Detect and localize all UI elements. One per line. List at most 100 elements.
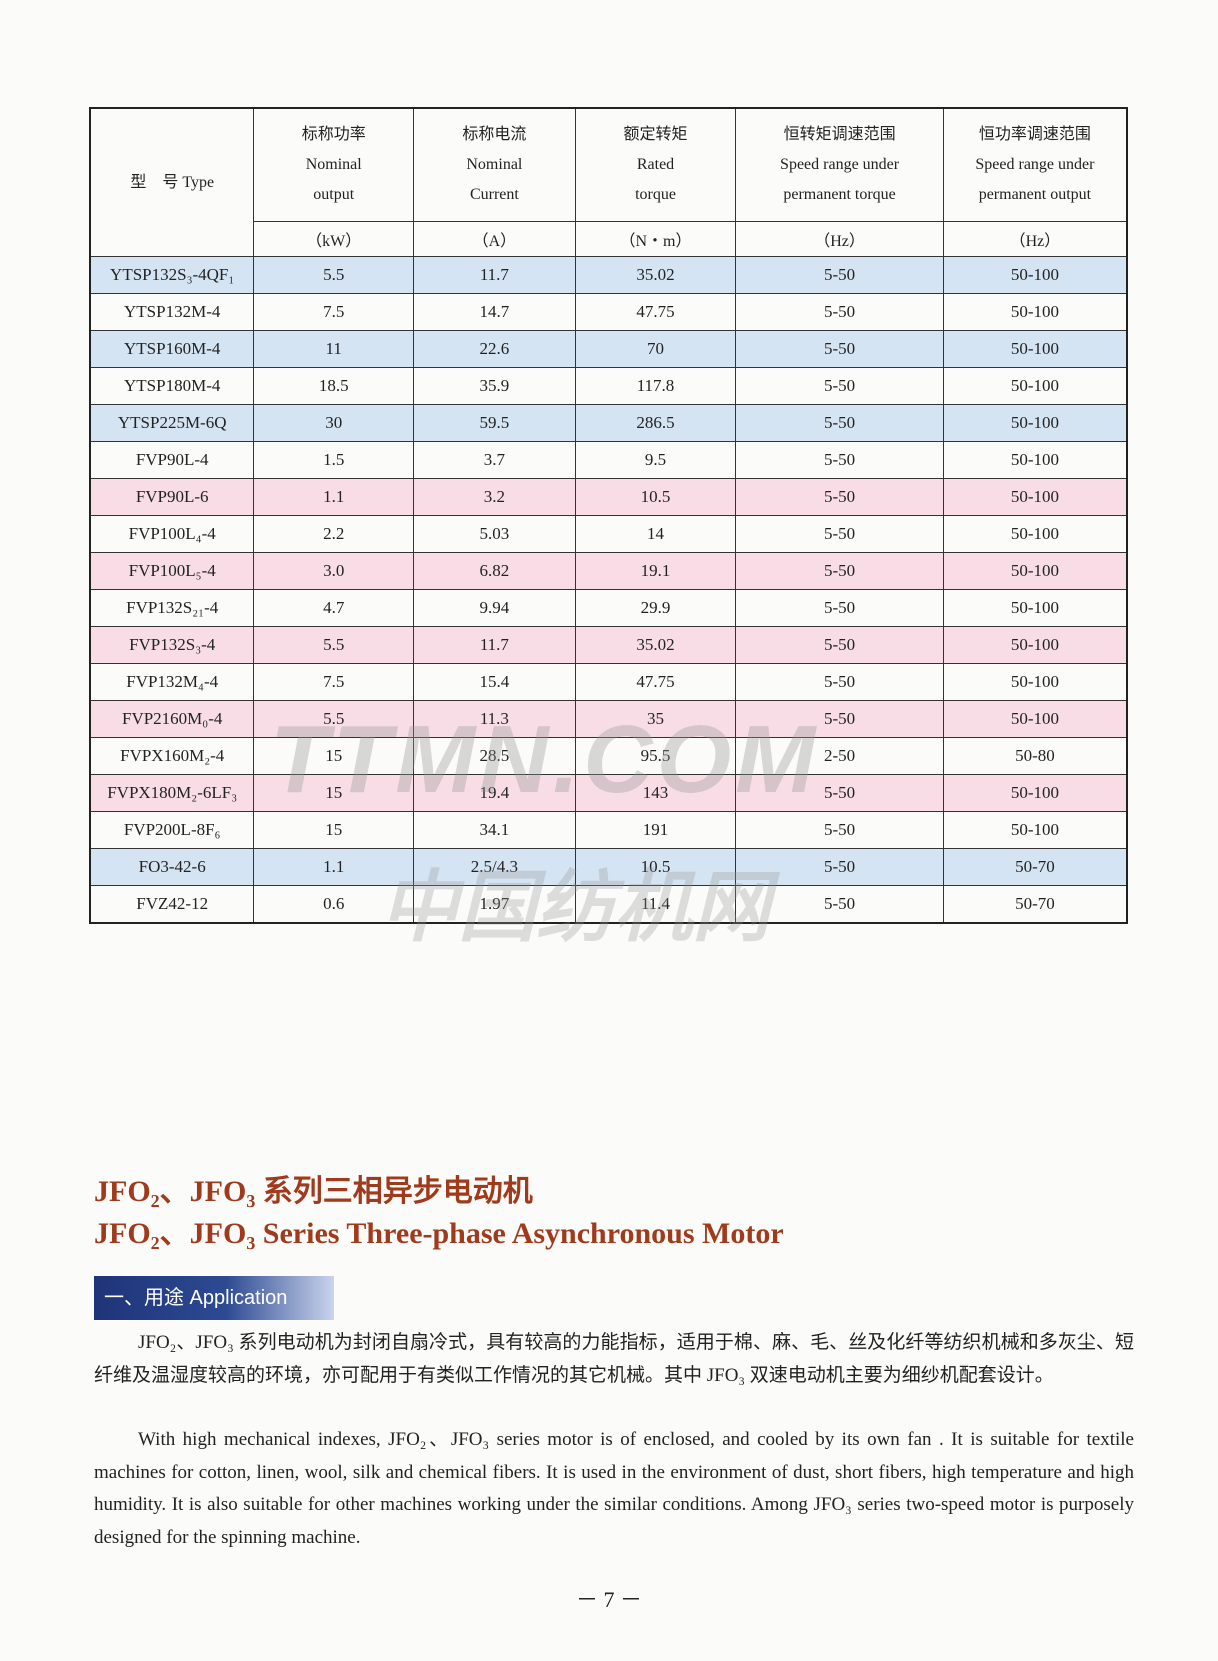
cell-torque: 117.8 xyxy=(574,367,737,405)
cell-type: FVP132S₃-4 xyxy=(89,626,255,664)
cell-type: YTSP160M-4 xyxy=(89,330,255,368)
cell-torque: 191 xyxy=(574,811,737,849)
cell-cp: 50-100 xyxy=(942,552,1128,590)
cell-type: FVP100L₄-4 xyxy=(89,515,255,553)
cell-output: 15 xyxy=(253,811,415,849)
cell-ct: 5-50 xyxy=(735,700,944,738)
cell-type: FVP90L-4 xyxy=(89,441,255,479)
cell-torque: 286.5 xyxy=(574,404,737,442)
cell-current: 9.94 xyxy=(413,589,576,627)
cell-type: FVP2160M₀-4 xyxy=(89,700,255,738)
cell-output: 3.0 xyxy=(253,552,415,590)
cell-current: 11.3 xyxy=(413,700,576,738)
application-banner: 一、用途 Application xyxy=(94,1276,334,1320)
cell-ct: 5-50 xyxy=(735,367,944,405)
cell-torque: 19.1 xyxy=(574,552,737,590)
cell-ct: 5-50 xyxy=(735,256,944,294)
header-const-output-range: 恒功率调速范围 Speed range under permanent output xyxy=(942,107,1128,222)
paragraph-en: With high mechanical indexes, JFO₂、JFO₃ … xyxy=(94,1429,1134,1548)
cell-torque: 47.75 xyxy=(574,293,737,331)
cell-output: 2.2 xyxy=(253,515,415,553)
watermark-logo-zh: 中国纺机网 xyxy=(380,863,771,953)
cell-type: FVP100L₅-4 xyxy=(89,552,255,590)
cell-output: 18.5 xyxy=(253,367,415,405)
cell-output: 7.5 xyxy=(253,663,415,701)
cell-ct: 5-50 xyxy=(735,626,944,664)
section-title-en: JFO₂、JFO₃ Series Three-phase Asynchronou… xyxy=(94,1217,784,1250)
cell-output: 5.5 xyxy=(253,256,415,294)
cell-type: YTSP225M-6Q xyxy=(89,404,255,442)
cell-cp: 50-70 xyxy=(942,885,1128,924)
cell-output: 7.5 xyxy=(253,293,415,331)
cell-cp: 50-100 xyxy=(942,441,1128,479)
cell-current: 28.5 xyxy=(413,737,576,775)
table-row: FVP132M₄-4 7.5 15.4 47.75 5-50 50-100 xyxy=(89,663,1128,701)
cell-current: 6.82 xyxy=(413,552,576,590)
cell-type: YTSP180M-4 xyxy=(89,367,255,405)
cell-ct: 5-50 xyxy=(735,811,944,849)
table-row: YTSP225M-6Q 30 59.5 286.5 5-50 50-100 xyxy=(89,404,1128,442)
cell-ct: 5-50 xyxy=(735,552,944,590)
cell-ct: 5-50 xyxy=(735,774,944,812)
cell-current: 59.5 xyxy=(413,404,576,442)
cell-current: 5.03 xyxy=(413,515,576,553)
table-row: FVP90L-4 1.5 3.7 9.5 5-50 50-100 xyxy=(89,441,1128,479)
cell-output: 5.5 xyxy=(253,700,415,738)
cell-ct: 5-50 xyxy=(735,589,944,627)
cell-torque: 143 xyxy=(574,774,737,812)
cell-ct: 5-50 xyxy=(735,663,944,701)
cell-cp: 50-80 xyxy=(942,737,1128,775)
cell-torque: 35.02 xyxy=(574,626,737,664)
cell-current: 35.9 xyxy=(413,367,576,405)
table-row: FVP200L-8F₆ 15 34.1 191 5-50 50-100 xyxy=(89,811,1128,849)
cell-cp: 50-100 xyxy=(942,256,1128,294)
cell-ct: 5-50 xyxy=(735,293,944,331)
table-row: YTSP180M-4 18.5 35.9 117.8 5-50 50-100 xyxy=(89,367,1128,405)
table-row: FVZ42-12 0.6 1.97 11.4 5-50 50-70 xyxy=(89,885,1128,924)
cell-type: YTSP132M-4 xyxy=(89,293,255,331)
cell-cp: 50-100 xyxy=(942,478,1128,516)
table-row: FVP132S₂₁-4 4.7 9.94 29.9 5-50 50-100 xyxy=(89,589,1128,627)
header-torque: 额定转矩 Rated torque xyxy=(574,107,737,222)
header-const-torque-range: 恒转矩调速范围 Speed range under permanent torque xyxy=(735,107,944,222)
cell-cp: 50-100 xyxy=(942,774,1128,812)
header-output: 标称功率 Nominal output xyxy=(253,107,415,222)
cell-torque: 9.5 xyxy=(574,441,737,479)
cell-output: 11 xyxy=(253,330,415,368)
table-row: FO3-42-6 1.1 2.5/4.3 10.5 5-50 50-70 xyxy=(89,848,1128,886)
cell-ct: 5-50 xyxy=(735,478,944,516)
cell-torque: 95.5 xyxy=(574,737,737,775)
cell-output: 30 xyxy=(253,404,415,442)
cell-type: FVP132S₂₁-4 xyxy=(89,589,255,627)
header-current: 标称电流 Nominal Current xyxy=(413,107,576,222)
cell-current: 3.7 xyxy=(413,441,576,479)
cell-type: FVPX180M₂-6LF₃ xyxy=(89,774,255,812)
cell-type: YTSP132S₃-4QF₁ xyxy=(89,256,255,294)
motor-spec-table: 型 号 Type 标称功率 Nominal output 标称电流 Nominal Cu… xyxy=(89,107,1128,924)
cell-torque: 10.5 xyxy=(574,478,737,516)
header-type: 型 号 Type xyxy=(89,107,255,257)
table-row: YTSP132M-4 7.5 14.7 47.75 5-50 50-100 xyxy=(89,293,1128,331)
cell-ct: 5-50 xyxy=(735,848,944,886)
cell-torque: 35 xyxy=(574,700,737,738)
cell-torque: 70 xyxy=(574,330,737,368)
cell-cp: 50-100 xyxy=(942,404,1128,442)
cell-cp: 50-70 xyxy=(942,848,1128,886)
cell-torque: 35.02 xyxy=(574,256,737,294)
cell-ct: 5-50 xyxy=(735,330,944,368)
cell-ct: 5-50 xyxy=(735,404,944,442)
cell-output: 5.5 xyxy=(253,626,415,664)
table-row: YTSP160M-4 11 22.6 70 5-50 50-100 xyxy=(89,330,1128,368)
cell-output: 1.1 xyxy=(253,478,415,516)
table-row: FVPX160M₂-4 15 28.5 95.5 2-50 50-80 xyxy=(89,737,1128,775)
cell-output: 1.1 xyxy=(253,848,415,886)
unit-a: （A） xyxy=(413,221,576,257)
cell-cp: 50-100 xyxy=(942,515,1128,553)
table-row: FVP90L-6 1.1 3.2 10.5 5-50 50-100 xyxy=(89,478,1128,516)
cell-torque: 14 xyxy=(574,515,737,553)
unit-kw: （kW） xyxy=(253,221,415,257)
cell-type: FVP90L-6 xyxy=(89,478,255,516)
cell-current: 14.7 xyxy=(413,293,576,331)
cell-current: 11.7 xyxy=(413,256,576,294)
cell-cp: 50-100 xyxy=(942,700,1128,738)
